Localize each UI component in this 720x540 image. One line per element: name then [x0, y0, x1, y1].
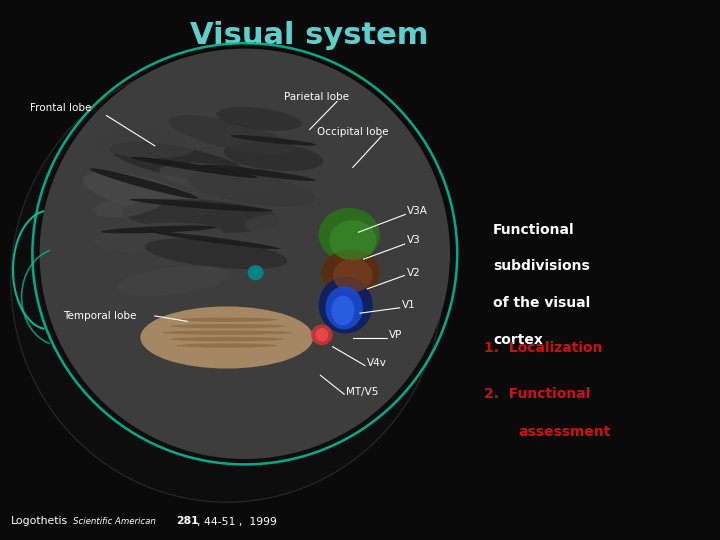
Text: assessment: assessment: [518, 425, 611, 439]
Ellipse shape: [162, 330, 292, 335]
Ellipse shape: [176, 343, 277, 348]
Text: Scientific American: Scientific American: [73, 517, 156, 526]
Ellipse shape: [116, 266, 230, 296]
Ellipse shape: [169, 337, 284, 341]
Ellipse shape: [248, 265, 264, 280]
Ellipse shape: [333, 259, 373, 292]
Text: V3A: V3A: [407, 206, 428, 215]
Ellipse shape: [217, 107, 302, 131]
Ellipse shape: [101, 226, 216, 233]
Text: Visual system: Visual system: [190, 21, 429, 50]
Ellipse shape: [130, 199, 273, 212]
Ellipse shape: [224, 142, 323, 171]
Ellipse shape: [245, 214, 331, 239]
Ellipse shape: [159, 163, 273, 193]
Ellipse shape: [94, 133, 194, 158]
Text: Occipital lobe: Occipital lobe: [317, 127, 388, 137]
Ellipse shape: [169, 324, 284, 328]
Ellipse shape: [325, 286, 363, 329]
Text: Parietal lobe: Parietal lobe: [284, 92, 349, 102]
Text: of the visual: of the visual: [493, 296, 590, 310]
Text: 2.  Functional: 2. Functional: [484, 387, 590, 401]
Ellipse shape: [131, 157, 258, 178]
Text: Logothetis: Logothetis: [11, 516, 68, 526]
Ellipse shape: [140, 306, 313, 368]
Text: V4v: V4v: [367, 358, 387, 368]
Ellipse shape: [231, 135, 316, 146]
Ellipse shape: [122, 199, 281, 233]
Ellipse shape: [90, 168, 198, 199]
Text: V1: V1: [402, 300, 415, 310]
Ellipse shape: [83, 172, 205, 217]
Text: Temporal lobe: Temporal lobe: [63, 311, 137, 321]
Ellipse shape: [189, 171, 315, 207]
Ellipse shape: [40, 49, 450, 459]
Text: 1.  Localization: 1. Localization: [484, 341, 603, 355]
Ellipse shape: [94, 193, 165, 218]
Text: Frontal lobe: Frontal lobe: [30, 103, 91, 113]
Ellipse shape: [318, 208, 380, 262]
Ellipse shape: [152, 232, 280, 249]
Text: , 44-51 ,  1999: , 44-51 , 1999: [197, 516, 276, 526]
Text: Functional: Functional: [493, 222, 575, 237]
Ellipse shape: [311, 325, 333, 345]
Ellipse shape: [315, 328, 328, 342]
Text: V3: V3: [407, 235, 420, 245]
Text: V2: V2: [407, 268, 420, 278]
Text: VP: VP: [389, 330, 402, 340]
Ellipse shape: [11, 59, 443, 502]
Ellipse shape: [94, 222, 223, 253]
Text: MT/V5: MT/V5: [346, 387, 378, 396]
Text: subdivisions: subdivisions: [493, 259, 590, 273]
Ellipse shape: [318, 276, 373, 333]
Ellipse shape: [110, 142, 250, 182]
Ellipse shape: [145, 239, 287, 269]
Ellipse shape: [176, 318, 277, 322]
Ellipse shape: [330, 220, 376, 260]
Ellipse shape: [202, 165, 316, 181]
Ellipse shape: [321, 249, 380, 295]
Ellipse shape: [331, 295, 354, 325]
Text: 281: 281: [176, 516, 199, 526]
Ellipse shape: [168, 115, 292, 155]
Text: cortex: cortex: [493, 333, 543, 347]
